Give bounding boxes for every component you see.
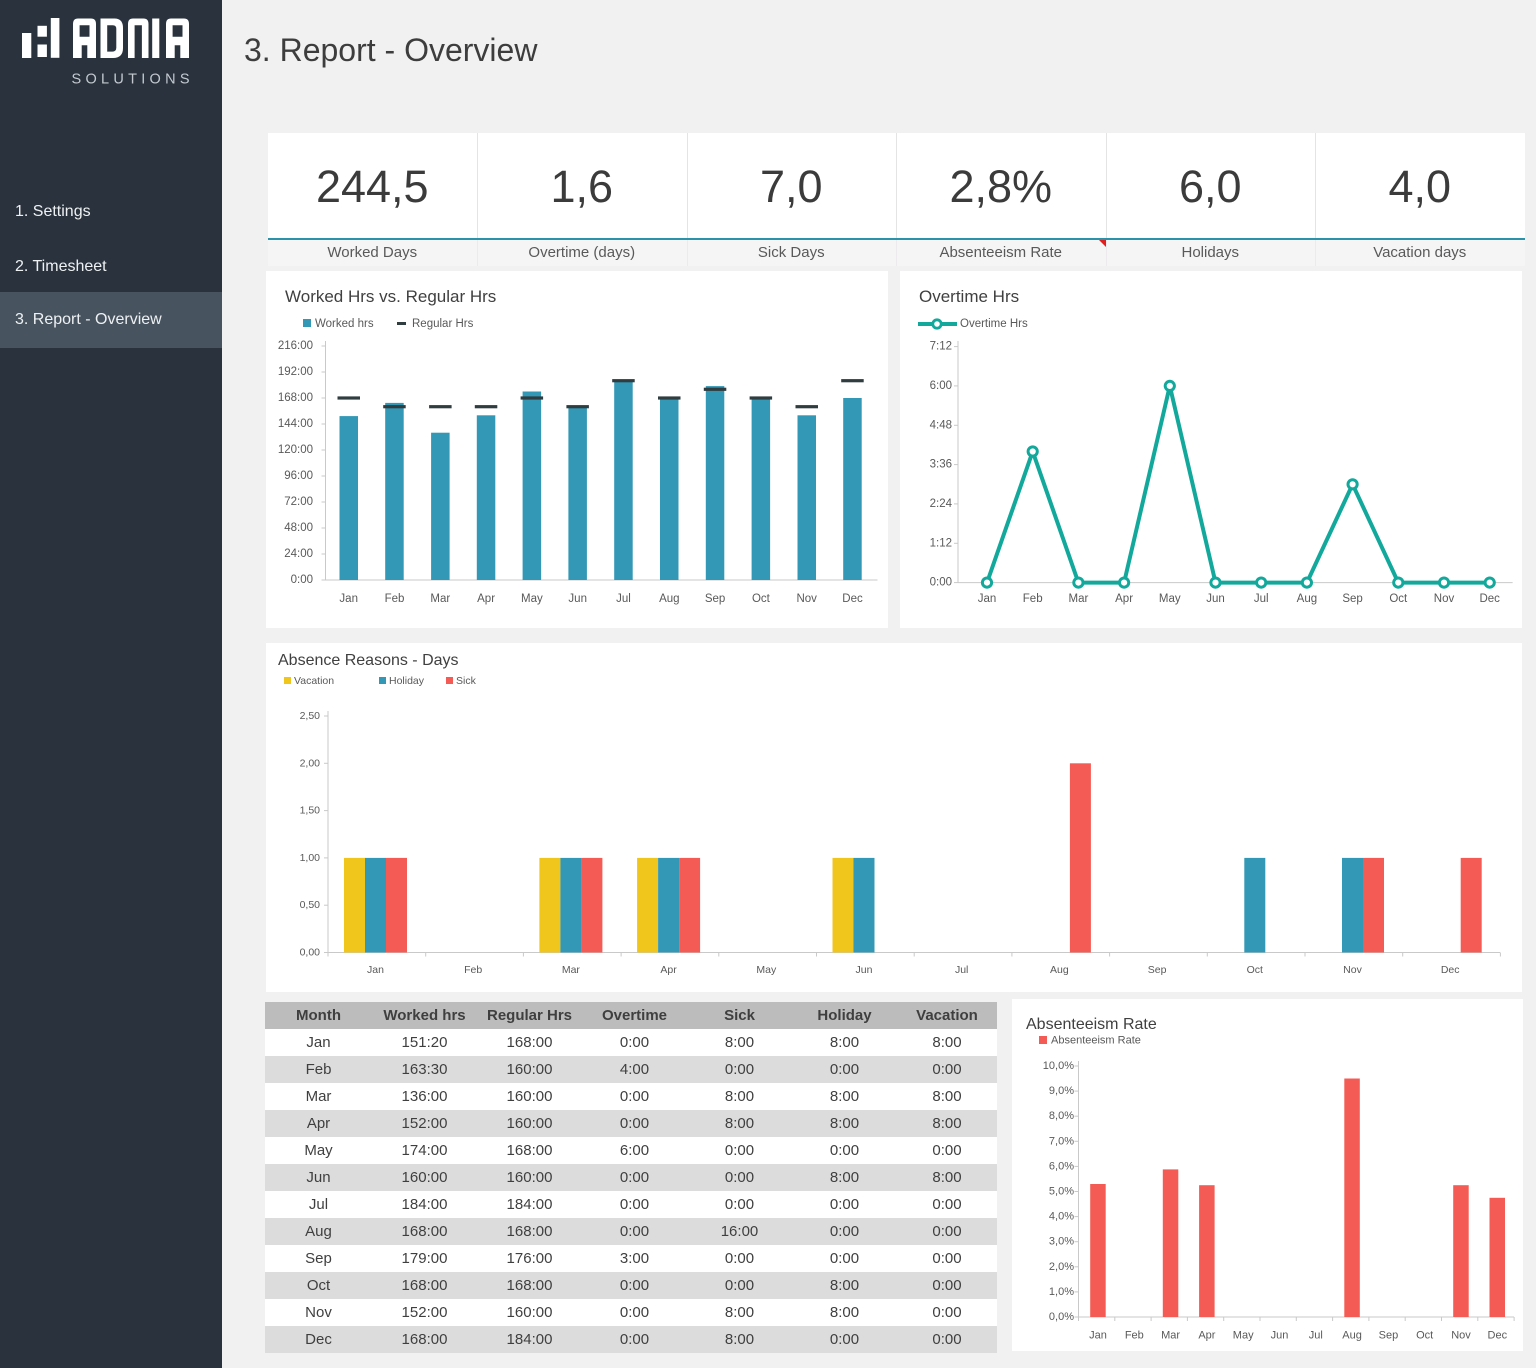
svg-text:2,50: 2,50	[300, 710, 321, 722]
svg-text:May: May	[1233, 1330, 1254, 1342]
svg-text:Nov: Nov	[1434, 593, 1455, 605]
svg-text:0,00: 0,00	[300, 947, 321, 959]
svg-text:Sick: Sick	[456, 675, 477, 687]
svg-text:Aug: Aug	[1342, 1330, 1362, 1342]
svg-text:3:36: 3:36	[930, 459, 952, 471]
svg-text:72:00: 72:00	[284, 496, 313, 508]
svg-text:Jan: Jan	[367, 964, 384, 976]
svg-text:7,0%: 7,0%	[1049, 1135, 1074, 1147]
svg-text:Nov: Nov	[1451, 1330, 1471, 1342]
svg-text:0,0%: 0,0%	[1049, 1311, 1074, 1323]
svg-text:10,0%: 10,0%	[1043, 1060, 1074, 1072]
svg-text:48:00: 48:00	[284, 522, 313, 534]
svg-text:Dec: Dec	[842, 593, 863, 605]
svg-text:192:00: 192:00	[278, 366, 313, 378]
svg-text:Dec: Dec	[1479, 593, 1500, 605]
svg-text:May: May	[1159, 593, 1181, 605]
svg-text:Mar: Mar	[430, 593, 450, 605]
svg-text:Absenteeism Rate: Absenteeism Rate	[1026, 1016, 1157, 1033]
svg-text:0,50: 0,50	[300, 899, 321, 911]
svg-text:Apr: Apr	[477, 593, 495, 605]
svg-text:0:00: 0:00	[930, 577, 952, 589]
svg-text:May: May	[756, 964, 777, 976]
svg-text:9,0%: 9,0%	[1049, 1085, 1074, 1097]
svg-text:24:00: 24:00	[284, 548, 313, 560]
svg-text:Jul: Jul	[1309, 1330, 1323, 1342]
svg-text:Nov: Nov	[796, 593, 817, 605]
svg-text:Sep: Sep	[705, 593, 725, 605]
svg-text:Sep: Sep	[1342, 593, 1362, 605]
svg-text:Jun: Jun	[856, 964, 873, 976]
svg-text:Jul: Jul	[955, 964, 968, 976]
svg-text:Mar: Mar	[1161, 1330, 1180, 1342]
svg-text:Feb: Feb	[385, 593, 405, 605]
svg-text:May: May	[521, 593, 543, 605]
svg-text:1,0%: 1,0%	[1049, 1286, 1074, 1298]
svg-text:5,0%: 5,0%	[1049, 1186, 1074, 1198]
svg-text:3,0%: 3,0%	[1049, 1236, 1074, 1248]
svg-text:Worked Hrs vs. Regular Hrs: Worked Hrs vs. Regular Hrs	[285, 287, 496, 306]
svg-text:Jul: Jul	[616, 593, 631, 605]
svg-text:2:24: 2:24	[930, 498, 953, 510]
svg-text:Aug: Aug	[1297, 593, 1317, 605]
svg-text:Oct: Oct	[1416, 1330, 1433, 1342]
svg-text:4,0%: 4,0%	[1049, 1211, 1074, 1223]
svg-text:2,00: 2,00	[300, 757, 321, 769]
svg-text:Worked hrs: Worked hrs	[315, 318, 374, 330]
svg-text:Dec: Dec	[1488, 1330, 1508, 1342]
svg-text:Apr: Apr	[1198, 1330, 1215, 1342]
svg-text:Sep: Sep	[1379, 1330, 1399, 1342]
svg-text:Apr: Apr	[660, 964, 677, 976]
svg-text:Aug: Aug	[1050, 964, 1069, 976]
svg-text:Regular Hrs: Regular Hrs	[412, 318, 474, 330]
svg-text:Mar: Mar	[562, 964, 581, 976]
svg-text:6:00: 6:00	[930, 380, 952, 392]
svg-text:Feb: Feb	[464, 964, 482, 976]
svg-text:Jan: Jan	[978, 593, 997, 605]
svg-text:Apr: Apr	[1115, 593, 1133, 605]
svg-text:96:00: 96:00	[284, 470, 313, 482]
svg-text:144:00: 144:00	[278, 418, 313, 430]
svg-text:1,50: 1,50	[300, 805, 321, 817]
svg-text:Dec: Dec	[1441, 964, 1460, 976]
svg-text:Feb: Feb	[1125, 1330, 1144, 1342]
svg-text:Jul: Jul	[1254, 593, 1269, 605]
svg-text:Nov: Nov	[1343, 964, 1362, 976]
svg-text:120:00: 120:00	[278, 444, 313, 456]
svg-text:8,0%: 8,0%	[1049, 1110, 1074, 1122]
svg-text:Aug: Aug	[659, 593, 679, 605]
svg-text:SOLUTIONS: SOLUTIONS	[72, 72, 190, 88]
svg-text:Vacation: Vacation	[294, 675, 334, 687]
svg-text:Absence Reasons - Days: Absence Reasons - Days	[278, 652, 459, 669]
svg-text:Absenteeism Rate: Absenteeism Rate	[1051, 1035, 1141, 1047]
svg-text:0:00: 0:00	[291, 574, 313, 586]
svg-text:Oct: Oct	[752, 593, 771, 605]
svg-text:1:12: 1:12	[930, 537, 952, 549]
svg-text:6,0%: 6,0%	[1049, 1160, 1074, 1172]
svg-text:Jan: Jan	[1089, 1330, 1107, 1342]
svg-text:Holiday: Holiday	[389, 675, 425, 687]
svg-text:Overtime Hrs: Overtime Hrs	[960, 318, 1028, 330]
svg-text:Jan: Jan	[339, 593, 358, 605]
svg-text:2,0%: 2,0%	[1049, 1261, 1074, 1273]
svg-text:Mar: Mar	[1068, 593, 1088, 605]
svg-text:168:00: 168:00	[278, 392, 313, 404]
svg-text:Sep: Sep	[1148, 964, 1167, 976]
svg-text:Overtime Hrs: Overtime Hrs	[919, 287, 1019, 306]
svg-text:Feb: Feb	[1023, 593, 1043, 605]
svg-text:Oct: Oct	[1247, 964, 1263, 976]
svg-text:Jun: Jun	[568, 593, 587, 605]
svg-text:Jun: Jun	[1271, 1330, 1289, 1342]
svg-text:Jun: Jun	[1206, 593, 1225, 605]
svg-text:Oct: Oct	[1389, 593, 1408, 605]
svg-text:7:12: 7:12	[930, 341, 952, 353]
svg-text:4:48: 4:48	[930, 419, 952, 431]
svg-text:1,00: 1,00	[300, 852, 321, 864]
svg-text:216:00: 216:00	[278, 340, 313, 352]
